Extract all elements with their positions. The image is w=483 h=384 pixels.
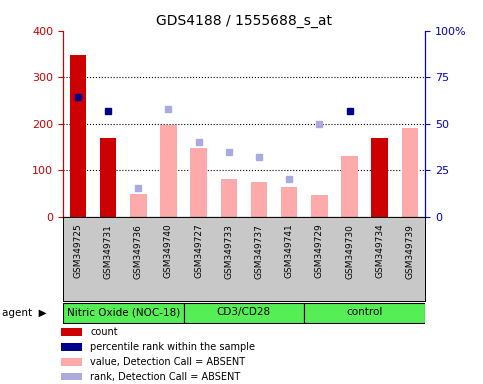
Bar <box>371 138 388 217</box>
FancyBboxPatch shape <box>304 303 425 323</box>
Bar <box>70 55 86 217</box>
FancyBboxPatch shape <box>184 303 304 323</box>
Text: rank, Detection Call = ABSENT: rank, Detection Call = ABSENT <box>90 372 241 382</box>
FancyBboxPatch shape <box>63 303 184 323</box>
Bar <box>190 148 207 217</box>
Text: GSM349736: GSM349736 <box>134 224 143 279</box>
Text: Nitric Oxide (NOC-18): Nitric Oxide (NOC-18) <box>67 308 180 318</box>
Bar <box>311 195 327 217</box>
Text: GSM349741: GSM349741 <box>284 224 294 278</box>
Text: GSM349730: GSM349730 <box>345 224 354 279</box>
Text: count: count <box>90 327 118 337</box>
Bar <box>130 194 146 217</box>
Bar <box>60 328 82 336</box>
Bar <box>160 125 177 217</box>
Text: agent  ▶: agent ▶ <box>2 308 47 318</box>
Bar <box>60 373 82 381</box>
Text: GSM349725: GSM349725 <box>73 224 83 278</box>
Text: GSM349734: GSM349734 <box>375 224 384 278</box>
Text: GSM349739: GSM349739 <box>405 224 414 279</box>
Text: GSM349733: GSM349733 <box>224 224 233 279</box>
Text: GSM349727: GSM349727 <box>194 224 203 278</box>
Text: GSM349729: GSM349729 <box>315 224 324 278</box>
Title: GDS4188 / 1555688_s_at: GDS4188 / 1555688_s_at <box>156 14 332 28</box>
Bar <box>281 187 298 217</box>
Bar <box>60 343 82 351</box>
Bar <box>100 138 116 217</box>
Text: value, Detection Call = ABSENT: value, Detection Call = ABSENT <box>90 357 245 367</box>
Bar <box>251 182 267 217</box>
Text: GSM349740: GSM349740 <box>164 224 173 278</box>
Text: GSM349737: GSM349737 <box>255 224 264 279</box>
Text: percentile rank within the sample: percentile rank within the sample <box>90 342 256 352</box>
Text: control: control <box>346 308 383 318</box>
Bar <box>221 179 237 217</box>
Bar <box>60 358 82 366</box>
Text: CD3/CD28: CD3/CD28 <box>217 308 271 318</box>
Bar <box>402 129 418 217</box>
Bar <box>341 156 358 217</box>
Text: GSM349731: GSM349731 <box>103 224 113 279</box>
